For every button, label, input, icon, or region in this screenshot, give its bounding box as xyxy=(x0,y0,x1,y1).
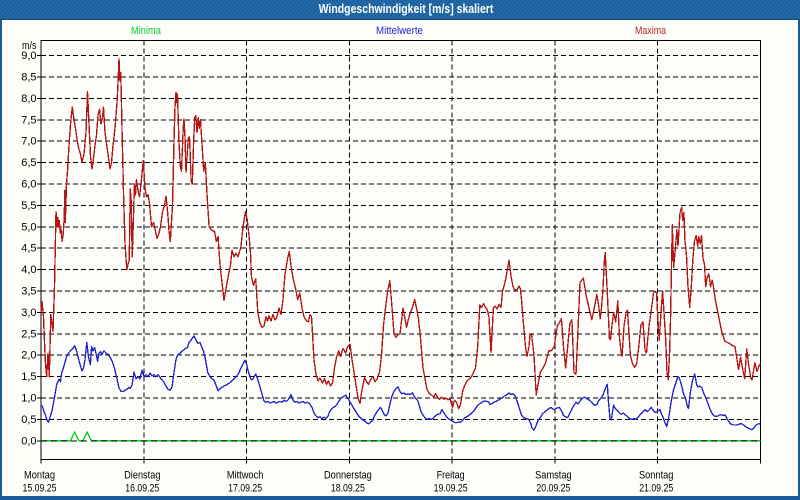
svg-text:8,0: 8,0 xyxy=(21,93,36,105)
svg-text:6,5: 6,5 xyxy=(21,157,36,169)
svg-text:5,0: 5,0 xyxy=(21,221,36,233)
svg-text:Montag: Montag xyxy=(24,470,55,482)
svg-text:Freitag: Freitag xyxy=(437,470,465,482)
svg-text:4,5: 4,5 xyxy=(21,243,36,255)
svg-text:17.09.25: 17.09.25 xyxy=(228,483,262,495)
svg-text:5,5: 5,5 xyxy=(21,200,36,212)
svg-text:21.09.25: 21.09.25 xyxy=(639,483,673,495)
svg-text:Mittwoch: Mittwoch xyxy=(227,470,264,482)
svg-text:15.09.25: 15.09.25 xyxy=(23,483,57,495)
svg-text:2,5: 2,5 xyxy=(21,328,36,340)
svg-text:20.09.25: 20.09.25 xyxy=(536,483,570,495)
svg-text:8,5: 8,5 xyxy=(21,72,36,84)
svg-text:18.09.25: 18.09.25 xyxy=(331,483,365,495)
svg-text:7,0: 7,0 xyxy=(21,136,36,148)
svg-text:16.09.25: 16.09.25 xyxy=(125,483,159,495)
svg-text:m/s: m/s xyxy=(22,40,37,52)
svg-text:4,0: 4,0 xyxy=(21,264,36,276)
svg-text:9,0: 9,0 xyxy=(21,50,36,62)
svg-text:0,5: 0,5 xyxy=(21,414,36,426)
svg-text:Samstag: Samstag xyxy=(535,470,572,482)
svg-text:2,0: 2,0 xyxy=(21,350,36,362)
svg-text:0,0: 0,0 xyxy=(21,435,36,447)
svg-text:Donnerstag: Donnerstag xyxy=(324,470,372,482)
svg-text:1,5: 1,5 xyxy=(21,371,36,383)
svg-text:1,0: 1,0 xyxy=(21,393,36,405)
svg-text:7,5: 7,5 xyxy=(21,114,36,126)
svg-text:19.09.25: 19.09.25 xyxy=(434,483,468,495)
svg-text:3,0: 3,0 xyxy=(21,307,36,319)
svg-text:6,0: 6,0 xyxy=(21,179,36,191)
svg-text:Sonntag: Sonntag xyxy=(639,470,674,482)
svg-text:Dienstag: Dienstag xyxy=(124,470,160,482)
svg-text:3,5: 3,5 xyxy=(21,286,36,298)
